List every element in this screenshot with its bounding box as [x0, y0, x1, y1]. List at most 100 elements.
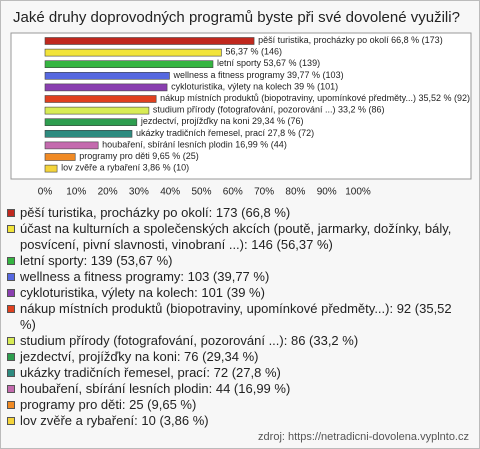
x-tick-label: 60%	[223, 187, 243, 198]
value-label: 27,8 % (72)	[268, 128, 315, 138]
bar	[44, 118, 138, 126]
legend: pěší turistika, procházky po okolí: 173 …	[7, 205, 469, 429]
bar-category: letní sporty	[217, 59, 262, 69]
legend-swatch	[7, 369, 15, 377]
bar-category: studium přírody (fotografování, pozorová…	[153, 105, 336, 115]
value-label: 29,34 % (76)	[252, 117, 304, 127]
value-label: 39,77 % (103)	[287, 70, 344, 80]
value-label: 39 % (101)	[294, 82, 338, 92]
plot-area	[10, 32, 472, 180]
legend-item: studium přírody (fotografování, pozorová…	[7, 333, 469, 349]
legend-swatch	[7, 257, 15, 265]
bar	[44, 37, 255, 45]
legend-label: jezdectví, projížďky na koni: 76 (29,34 …	[20, 349, 259, 364]
legend-swatch	[7, 417, 15, 425]
chart: Jaké druhy doprovodných programů byste p…	[10, 9, 472, 198]
legend-item: nákup místních produktů (biopotraviny, u…	[7, 301, 469, 333]
source: zdroj: https://netradicni-dovolena.vypln…	[258, 431, 469, 443]
bar-label: 56,37 % (146)	[225, 47, 282, 57]
x-tick-label: 90%	[317, 187, 337, 198]
legend-swatch	[7, 305, 15, 313]
bar-label: nákup místních produktů (biopotraviny, u…	[160, 93, 470, 103]
legend-label: lov zvěře a rybaření: 10 (3,86 %)	[20, 413, 209, 428]
legend-item: jezdectví, projížďky na koni: 76 (29,34 …	[7, 349, 469, 365]
x-tick-label: 70%	[254, 187, 274, 198]
x-tick-label: 20%	[98, 187, 118, 198]
bar-category: cykloturistika, výlety na kolech	[171, 82, 292, 92]
bar	[44, 153, 76, 161]
legend-swatch	[7, 225, 15, 233]
legend-swatch	[7, 289, 15, 297]
bar	[44, 164, 58, 173]
bar	[44, 83, 168, 92]
x-tick-label: 10%	[66, 187, 86, 198]
legend-item: houbaření, sbírání lesních plodin: 44 (1…	[7, 381, 469, 397]
x-tick-label: 50%	[191, 187, 211, 198]
legend-swatch	[7, 385, 15, 393]
bar-category: jezdectví, projížďky na koni	[140, 117, 250, 127]
legend-label: nákup místních produktů (biopotraviny, u…	[20, 301, 452, 332]
bar	[44, 95, 157, 103]
value-label: 33,2 % (86)	[338, 105, 385, 115]
legend-swatch	[7, 353, 15, 361]
value-label: 66,8 % (173)	[391, 35, 443, 45]
bar-label: cykloturistika, výlety na kolech 39 % (1…	[171, 82, 338, 92]
bar-label: lov zvěře a rybaření 3,86 % (10)	[61, 163, 189, 173]
bar-label: letní sporty 53,67 % (139)	[217, 59, 320, 69]
x-tick-label: 80%	[285, 187, 305, 198]
legend-swatch	[7, 401, 15, 409]
legend-item: cykloturistika, výlety na kolech: 101 (3…	[7, 285, 469, 301]
bar-label: pěší turistika, procházky po okolí 66,8 …	[258, 35, 443, 45]
bar	[44, 106, 150, 115]
bar-label: studium přírody (fotografování, pozorová…	[153, 105, 385, 115]
bar	[44, 60, 214, 69]
bar-category: ukázky tradičních řemesel, prací	[136, 128, 266, 138]
legend-item: ukázky tradičních řemesel, prací: 72 (27…	[7, 365, 469, 381]
bar-category: programy pro děti	[79, 151, 150, 161]
legend-item: lov zvěře a rybaření: 10 (3,86 %)	[7, 413, 469, 429]
legend-item: letní sporty: 139 (53,67 %)	[7, 253, 469, 269]
bar-category: houbaření, sbírání lesních plodin	[102, 140, 233, 150]
x-tick-label: 30%	[129, 187, 149, 198]
value-label: 3,86 % (10)	[143, 163, 190, 173]
legend-swatch	[7, 273, 15, 281]
bar	[44, 130, 133, 138]
bar-label: houbaření, sbírání lesních plodin 16,99 …	[102, 140, 287, 150]
bar	[44, 72, 170, 80]
x-tick-label: 40%	[160, 187, 180, 198]
bar-category: wellness a fitness programy	[172, 70, 285, 80]
legend-label: ukázky tradičních řemesel, prací: 72 (27…	[20, 365, 281, 380]
legend-item: účast na kulturních a společenských akcí…	[7, 221, 469, 253]
value-label: 16,99 % (44)	[235, 140, 287, 150]
legend-label: houbaření, sbírání lesních plodin: 44 (1…	[20, 381, 291, 396]
value-label: 35,52 % (92)	[418, 93, 470, 103]
legend-label: pěší turistika, procházky po okolí: 173 …	[20, 205, 291, 220]
chart-title: Jaké druhy doprovodných programů byste p…	[13, 9, 460, 26]
bar-label: ukázky tradičních řemesel, prací 27,8 % …	[136, 128, 314, 138]
value-label: 9,65 % (25)	[152, 151, 199, 161]
legend-label: cykloturistika, výlety na kolech: 101 (3…	[20, 285, 265, 300]
x-tick-label: 100%	[345, 187, 371, 198]
legend-label: programy pro děti: 25 (9,65 %)	[20, 397, 197, 412]
bar-category: pěší turistika, procházky po okolí	[258, 35, 389, 45]
legend-label: wellness a fitness programy: 103 (39,77 …	[20, 269, 270, 284]
legend-swatch	[7, 337, 15, 345]
x-tick-label: 0%	[38, 187, 53, 198]
legend-label: studium přírody (fotografování, pozorová…	[20, 333, 359, 348]
legend-label: letní sporty: 139 (53,67 %)	[20, 253, 173, 268]
legend-label: účast na kulturních a společenských akcí…	[20, 221, 452, 252]
bar-category: nákup místních produktů (biopotraviny, u…	[160, 93, 416, 103]
legend-swatch	[7, 209, 15, 217]
bar	[44, 48, 222, 57]
bar-label: wellness a fitness programy 39,77 % (103…	[172, 70, 343, 80]
legend-item: programy pro děti: 25 (9,65 %)	[7, 397, 469, 413]
bar-label: programy pro děti 9,65 % (25)	[79, 151, 199, 161]
value-label: 56,37 % (146)	[225, 47, 282, 57]
bar-label: jezdectví, projížďky na koni 29,34 % (76…	[140, 117, 304, 127]
bar-category: lov zvěře a rybaření	[61, 163, 141, 173]
legend-item: pěší turistika, procházky po okolí: 173 …	[7, 205, 469, 221]
legend-item: wellness a fitness programy: 103 (39,77 …	[7, 269, 469, 285]
bar	[44, 141, 99, 150]
value-label: 53,67 % (139)	[264, 59, 321, 69]
